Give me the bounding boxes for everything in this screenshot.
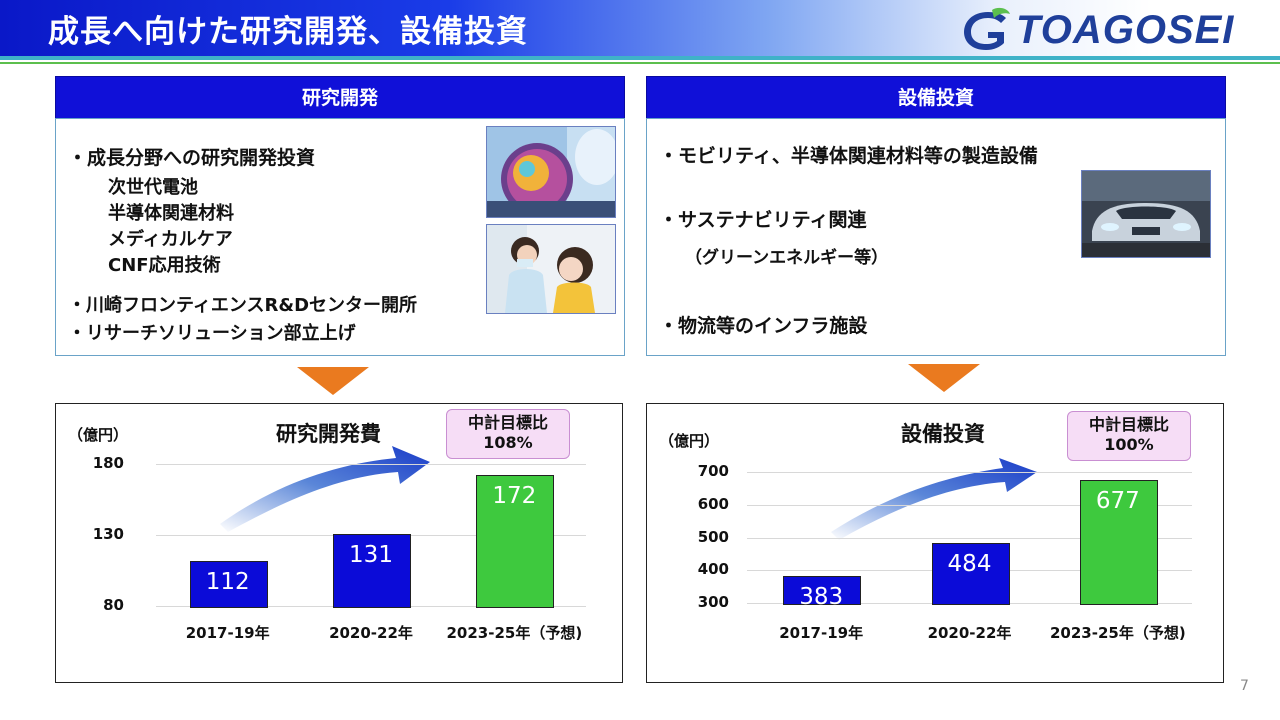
logo-wordmark: TOAGOSEI <box>1016 8 1235 52</box>
capex-chart: （億円） 設備投資 中計目標比 100% 300 400 500 600 700 383 2… <box>646 403 1224 683</box>
rd-sub-item: 半導体関連材料 <box>108 203 234 224</box>
capex-chart-unit: （億円） <box>659 432 720 450</box>
rd-panel-heading: 研究開発 <box>55 76 625 120</box>
wafer-photo <box>486 126 616 218</box>
y-tick-label: 130 <box>92 525 124 543</box>
capex-target-badge: 中計目標比 100% <box>1067 411 1191 461</box>
y-tick-label: 80 <box>103 596 124 614</box>
rd-bar <box>333 533 411 608</box>
company-logo: TOAGOSEI <box>958 6 1268 54</box>
rd-sub-item: 次世代電池 <box>108 177 198 198</box>
y-tick-label: 400 <box>697 560 729 579</box>
rd-category-label: 2023-25年（予想) <box>446 624 583 642</box>
rd-chart: （億円） 研究開発費 中計目標比 108% 80 130 180 112 2017-19… <box>55 403 623 683</box>
rd-sub-item: メディカルケア <box>108 229 233 250</box>
capex-bar-value-label: 484 <box>947 550 992 577</box>
rd-bar-value-label: 172 <box>492 483 537 510</box>
y-tick-label: 180 <box>92 454 124 472</box>
rd-category-label: 2017-19年 <box>185 624 270 642</box>
rd-sub-item: CNF応用技術 <box>108 255 221 276</box>
header-divider-green <box>0 62 1280 64</box>
capex-target-label: 中計目標比 <box>1088 415 1169 434</box>
page-title: 成長へ向けた研究開発、設備投資 <box>48 14 528 50</box>
gridline <box>747 504 1192 506</box>
header-divider <box>0 56 1280 60</box>
rd-bullet-kawasaki: ・川崎フロンティエンスR&Dセンター開所 <box>68 295 418 316</box>
rd-bar-value-label: 112 <box>205 568 250 595</box>
rd-target-value: 108% <box>483 433 533 452</box>
capex-bar <box>1079 479 1158 605</box>
rd-bar <box>476 475 555 608</box>
capex-bar <box>783 575 862 605</box>
capex-bullet-sustainability: ・サステナビリティ関連 <box>659 209 867 231</box>
capex-bullet-green-energy: （グリーンエネルギー等） <box>685 248 889 268</box>
gridline <box>156 464 586 465</box>
rd-target-label: 中計目標比 <box>467 413 548 432</box>
capex-panel-heading: 設備投資 <box>646 76 1226 120</box>
capex-bar <box>931 542 1010 605</box>
down-arrow-icon <box>297 367 369 395</box>
y-tick-label: 300 <box>697 593 729 611</box>
y-tick-label: 500 <box>697 527 729 546</box>
car-photo <box>1081 170 1211 258</box>
capex-category-label: 2017-19年 <box>779 624 864 642</box>
rd-target-badge: 中計目標比 108% <box>446 409 570 459</box>
rd-chart-title: 研究開発費 <box>276 422 381 446</box>
rd-bullet-research: ・リサーチソリューション部立上げ <box>68 323 356 344</box>
capex-category-label: 2020-22年 <box>927 624 1012 642</box>
capex-category-label: 2023-25年（予想) <box>1049 624 1186 642</box>
growth-arrow-icon <box>831 458 1037 540</box>
rd-bullet-growth: ・成長分野への研究開発投資 <box>68 147 316 169</box>
rd-bar-value-label: 131 <box>349 541 393 568</box>
capex-target-value: 100% <box>1104 435 1154 454</box>
header-bar: 成長へ向けた研究開発、設備投資 <box>0 0 1280 56</box>
page-number: 7 <box>1240 678 1249 694</box>
gridline <box>747 537 1192 539</box>
capex-chart-title: 設備投資 <box>901 422 985 446</box>
y-tick-label: 700 <box>697 462 729 480</box>
medical-care-photo <box>486 224 616 314</box>
rd-category-label: 2020-22年 <box>329 624 413 642</box>
y-tick-label: 600 <box>697 494 729 513</box>
rd-bar <box>189 560 268 608</box>
logo-mark-icon <box>964 7 1010 50</box>
gridline <box>747 472 1192 473</box>
down-arrow-icon <box>908 364 980 392</box>
growth-arrow-icon <box>220 446 430 532</box>
capex-bullet-infrastructure: ・物流等のインフラ施設 <box>659 315 868 337</box>
rd-chart-unit: （億円） <box>68 426 129 444</box>
capex-bar-value-label: 677 <box>1095 487 1140 514</box>
capex-bullet-mobility: ・モビリティ、半導体関連材料等の製造設備 <box>659 145 1038 167</box>
capex-bar-value-label: 383 <box>799 583 844 610</box>
